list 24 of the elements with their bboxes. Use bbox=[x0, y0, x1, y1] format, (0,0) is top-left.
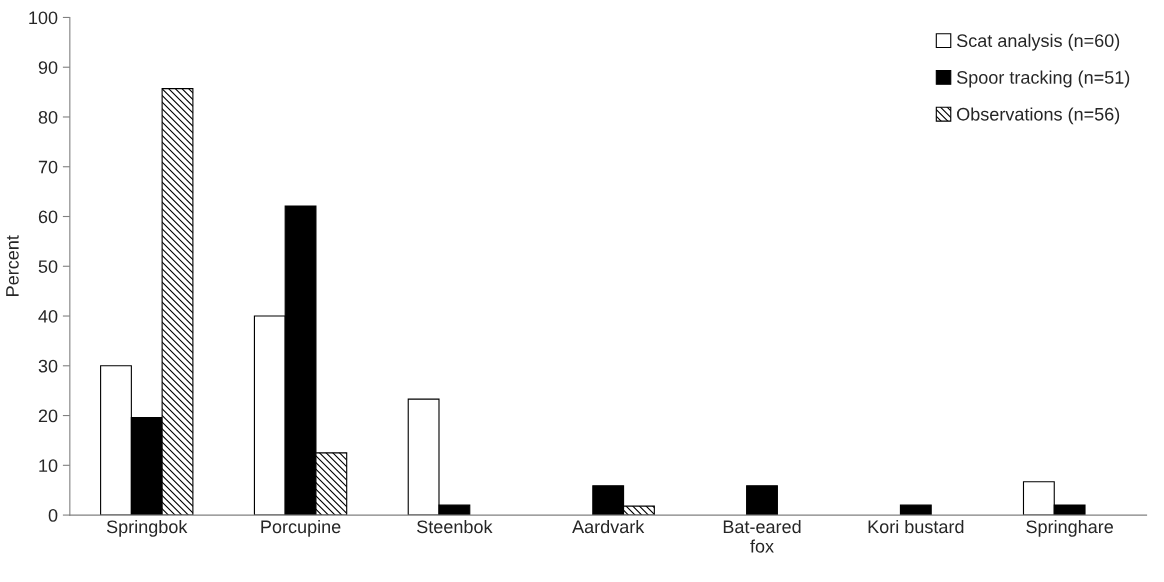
x-tick-label: Steenbok bbox=[417, 519, 493, 534]
y-tick-label: 90 bbox=[38, 61, 58, 74]
y-tick-label: 100 bbox=[29, 11, 58, 25]
y-tick-label: 70 bbox=[38, 160, 58, 174]
x-tick-label: Bat-eared fox bbox=[723, 519, 801, 553]
legend-label: Spoor tracking (n=51) bbox=[956, 70, 1130, 88]
legend-label: Observations (n=56) bbox=[957, 107, 1120, 125]
x-tick-label: Porcupine bbox=[261, 519, 341, 537]
y-tick-label: 80 bbox=[38, 110, 58, 124]
y-tick-label: 10 bbox=[39, 459, 58, 473]
legend-label: Scat analysis (n=60) bbox=[956, 33, 1120, 51]
x-tick-label: Kori bustard bbox=[868, 519, 964, 534]
x-tick-label: Aardvark bbox=[572, 519, 645, 534]
y-axis-title: Percent bbox=[6, 235, 19, 296]
y-tick-label: 0 bbox=[48, 509, 58, 522]
y-tick-label: 40 bbox=[38, 309, 58, 323]
bar bbox=[746, 485, 778, 516]
x-tick-label: Springbok bbox=[106, 519, 188, 537]
y-tick-label: 50 bbox=[38, 260, 58, 273]
y-tick-label: 20 bbox=[38, 409, 58, 423]
x-tick-label: Springhare bbox=[1026, 519, 1113, 537]
bar bbox=[899, 504, 932, 516]
y-tick-label: 60 bbox=[38, 210, 58, 224]
y-tick-label: 30 bbox=[38, 359, 58, 373]
